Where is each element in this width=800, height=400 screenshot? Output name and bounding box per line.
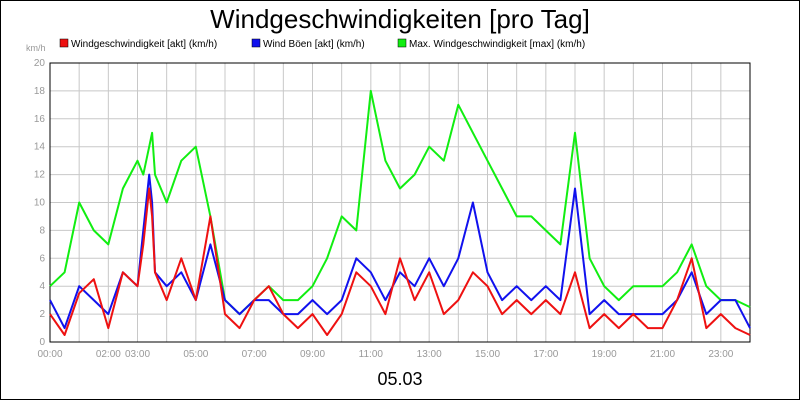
date-label: 05.03: [377, 369, 422, 389]
y-tick-label: 14: [34, 142, 46, 153]
y-axis-unit: km/h: [26, 43, 46, 53]
y-tick-labels: 0 2 4 6 8 10 12 14 16 18 20: [34, 58, 46, 348]
y-tick-label: 0: [39, 337, 45, 348]
x-tick-label: 07:00: [242, 349, 267, 360]
y-tick-label: 10: [34, 198, 46, 209]
plot-area-border: [49, 62, 751, 343]
legend-label: Windgeschwindigkeit [akt] (km/h): [71, 39, 217, 50]
x-tick-label: 00:00: [37, 349, 62, 360]
series-line-0: [49, 187, 751, 336]
y-tick-label: 20: [34, 58, 46, 69]
y-tick-label: 16: [34, 114, 46, 125]
x-tick-label: 21:00: [650, 349, 675, 360]
x-tick-label: 02:00: [96, 349, 121, 360]
y-tick-label: 18: [34, 86, 46, 97]
x-tick-label: 23:00: [708, 349, 733, 360]
y-tick-label: 8: [39, 225, 45, 236]
x-tick-label: 19:00: [592, 349, 617, 360]
x-tick-label: 11:00: [359, 349, 384, 360]
x-tick-label: 13:00: [417, 349, 442, 360]
x-tick-label: 03:00: [125, 349, 150, 360]
x-tick-label: 05:00: [183, 349, 208, 360]
series-line-1: [49, 173, 751, 330]
legend-swatch: [397, 38, 407, 48]
y-tick-label: 4: [39, 281, 45, 292]
series-line-2: [49, 89, 751, 316]
chart-title: Windgeschwindigkeiten [pro Tag]: [210, 4, 590, 34]
y-tick-label: 6: [39, 253, 45, 264]
y-tick-label: 2: [39, 309, 45, 320]
x-tick-label: 17:00: [533, 349, 558, 360]
x-tick-label: 15:00: [475, 349, 500, 360]
grid: [50, 62, 750, 343]
legend-label: Max. Windgeschwindigkeit [max] (km/h): [409, 39, 585, 50]
x-tick-label: 09:00: [300, 349, 325, 360]
y-tick-label: 12: [34, 170, 46, 181]
legend-swatch: [251, 38, 261, 48]
legend-swatch: [59, 38, 69, 48]
legend: Windgeschwindigkeit [akt] (km/h) Wind Böe…: [59, 38, 585, 50]
series-lines: [49, 89, 751, 336]
legend-label: Wind Böen [akt] (km/h): [263, 39, 365, 50]
x-tick-labels: 00:00 02:00 03:00 05:00 07:00 09:00 11:00 13:00…: [37, 349, 733, 360]
